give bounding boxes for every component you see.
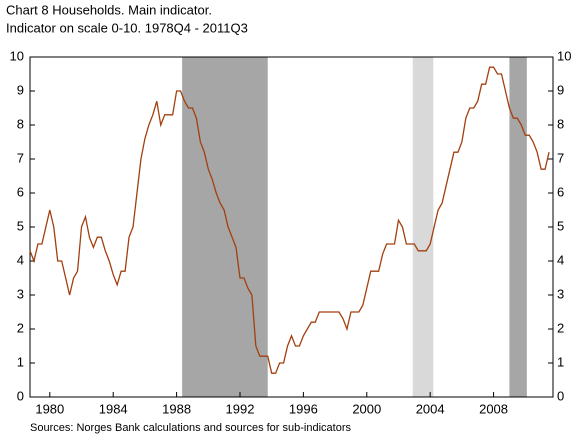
y-tick-label: 3 — [17, 286, 24, 301]
x-tick-label: 2004 — [416, 401, 445, 416]
y-tick-label: 2 — [17, 320, 24, 335]
chart-title: Chart 8 Households. Main indicator. — [6, 2, 212, 17]
x-tick-label: 2008 — [479, 401, 508, 416]
y-tick-label: 7 — [17, 150, 24, 165]
y-tick-label: 10 — [10, 48, 24, 63]
y-tick-label: 0 — [17, 388, 24, 403]
x-tick-label: 2000 — [352, 401, 381, 416]
data-line — [29, 66, 550, 374]
y2-tick-label: 8 — [557, 116, 564, 131]
y2-tick-label: 10 — [557, 48, 571, 63]
shaded-period — [412, 57, 434, 397]
y2-tick-label: 4 — [557, 252, 564, 267]
y2-tick-label: 0 — [557, 388, 564, 403]
x-tick-label: 1988 — [162, 401, 191, 416]
source-note: Sources: Norges Bank calculations and so… — [30, 422, 351, 434]
x-tick-label: 1980 — [35, 401, 64, 416]
y2-tick-label: 2 — [557, 320, 564, 335]
shaded-period — [509, 57, 527, 397]
plot-frame — [29, 56, 554, 398]
x-tick-label: 1992 — [226, 401, 255, 416]
y2-tick-label: 1 — [557, 354, 564, 369]
y2-tick-label: 6 — [557, 184, 564, 199]
y-tick-label: 6 — [17, 184, 24, 199]
y-tick-label: 9 — [17, 82, 24, 97]
x-tick-label: 1996 — [289, 401, 318, 416]
y2-tick-label: 3 — [557, 286, 564, 301]
y-tick-label: 4 — [17, 252, 24, 267]
y2-tick-label: 5 — [557, 218, 564, 233]
y-tick-label: 5 — [17, 218, 24, 233]
y2-tick-label: 9 — [557, 82, 564, 97]
y2-tick-label: 7 — [557, 150, 564, 165]
y-tick-label: 8 — [17, 116, 24, 131]
x-tick-label: 1984 — [99, 401, 128, 416]
shaded-period — [182, 57, 268, 397]
chart-subtitle: Indicator on scale 0-10. 1978Q4 - 2011Q3 — [6, 20, 248, 35]
y-tick-label: 1 — [17, 354, 24, 369]
